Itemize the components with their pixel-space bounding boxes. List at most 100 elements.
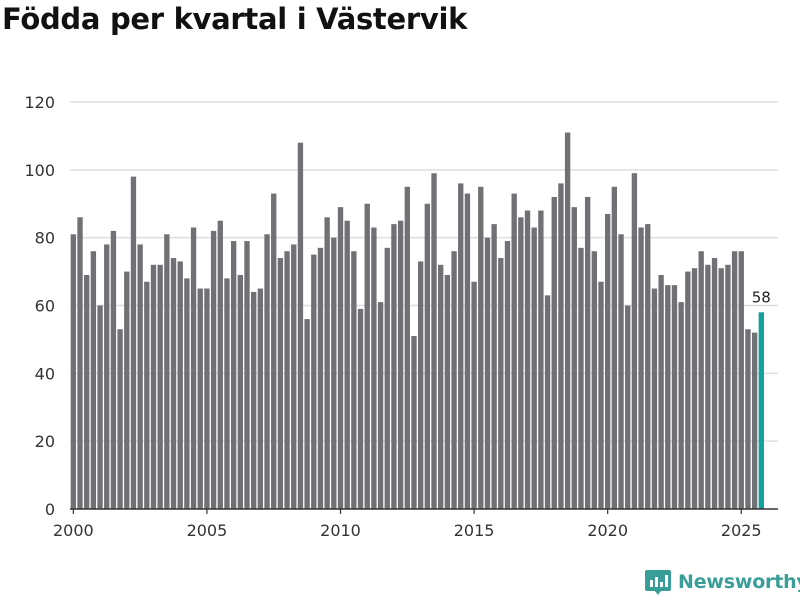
y-tick-label: 40 xyxy=(35,364,55,383)
bar xyxy=(705,264,711,509)
bar xyxy=(551,196,557,509)
x-tick-label: 2005 xyxy=(187,521,228,540)
bar xyxy=(97,305,103,509)
bar xyxy=(611,186,618,509)
bar xyxy=(251,291,257,509)
bar xyxy=(605,213,611,510)
x-tick-label: 2025 xyxy=(721,521,762,540)
bar xyxy=(304,319,310,509)
bar xyxy=(377,302,384,509)
bar xyxy=(337,207,344,509)
bar xyxy=(351,251,357,509)
bar xyxy=(678,302,684,509)
bar xyxy=(538,210,544,510)
bar xyxy=(638,227,644,509)
bar xyxy=(324,217,330,510)
bar xyxy=(291,244,297,509)
bar xyxy=(751,332,758,509)
bar xyxy=(197,288,203,509)
bar xyxy=(184,278,190,509)
bar xyxy=(464,193,471,509)
bar xyxy=(571,207,577,509)
x-tick-label: 2020 xyxy=(587,521,628,540)
bar xyxy=(224,278,230,509)
bar xyxy=(217,220,223,510)
bar xyxy=(598,281,604,509)
y-tick-label: 120 xyxy=(24,93,55,112)
bar xyxy=(685,271,691,509)
bar xyxy=(170,258,177,509)
bar xyxy=(564,132,571,509)
bar xyxy=(544,295,551,509)
bar xyxy=(511,193,517,509)
bar xyxy=(124,271,130,509)
chart-title: Födda per kvartal i Västervik xyxy=(2,2,468,36)
bar xyxy=(230,241,237,509)
bar xyxy=(331,237,337,509)
brand-name: Newsworthy xyxy=(678,571,800,593)
bar xyxy=(277,258,284,509)
bar xyxy=(391,224,397,509)
y-axis-ticks: 0 20 40 60 80 100 120 xyxy=(24,93,55,519)
bar xyxy=(177,261,183,509)
bar xyxy=(104,244,110,509)
bar xyxy=(157,264,163,509)
bar xyxy=(404,186,410,509)
bar xyxy=(484,237,491,509)
bar xyxy=(397,220,404,510)
bar xyxy=(164,234,170,509)
bar xyxy=(558,183,564,509)
bar xyxy=(90,251,97,509)
bar xyxy=(645,224,651,509)
bar xyxy=(451,251,457,509)
bar xyxy=(84,274,90,509)
bar xyxy=(491,224,497,509)
bar xyxy=(431,173,437,509)
bar xyxy=(70,234,77,509)
bar xyxy=(311,254,317,509)
bar xyxy=(438,264,444,509)
bar xyxy=(471,281,477,509)
bar xyxy=(150,264,157,509)
newsworthy-brand[interactable]: Newsworthy xyxy=(644,568,800,596)
bar xyxy=(618,234,624,509)
y-tick-label: 100 xyxy=(24,161,55,180)
last-value-label: 58 xyxy=(752,288,771,306)
bar xyxy=(698,251,704,509)
bar xyxy=(711,258,718,509)
bar xyxy=(478,186,484,509)
bar xyxy=(625,305,631,509)
bar xyxy=(317,247,324,509)
bar xyxy=(144,281,150,509)
bar xyxy=(731,251,738,509)
bar-highlight xyxy=(758,312,764,509)
bar xyxy=(504,241,511,509)
bar xyxy=(738,251,744,509)
y-tick-label: 60 xyxy=(35,297,55,316)
bar xyxy=(658,274,664,509)
bar xyxy=(271,193,277,509)
bar xyxy=(77,217,83,510)
bar xyxy=(284,251,290,509)
bar xyxy=(725,264,731,509)
bar xyxy=(344,220,350,510)
bar xyxy=(204,288,210,509)
bar xyxy=(417,261,424,509)
bar xyxy=(357,308,364,509)
bar xyxy=(110,230,117,509)
bar xyxy=(237,274,243,509)
bar xyxy=(498,258,504,509)
x-axis-ticks: 2000 2005 2010 2015 2020 2025 xyxy=(53,509,762,540)
bar xyxy=(130,176,137,509)
bar xyxy=(584,196,591,509)
bar xyxy=(371,227,377,509)
bar xyxy=(444,274,451,509)
bar xyxy=(257,288,264,509)
bar xyxy=(411,336,417,509)
bar xyxy=(264,234,270,509)
bar xyxy=(210,230,217,509)
bar xyxy=(297,142,304,509)
data-labels: 58 xyxy=(752,288,771,306)
x-tick-label: 2015 xyxy=(454,521,495,540)
